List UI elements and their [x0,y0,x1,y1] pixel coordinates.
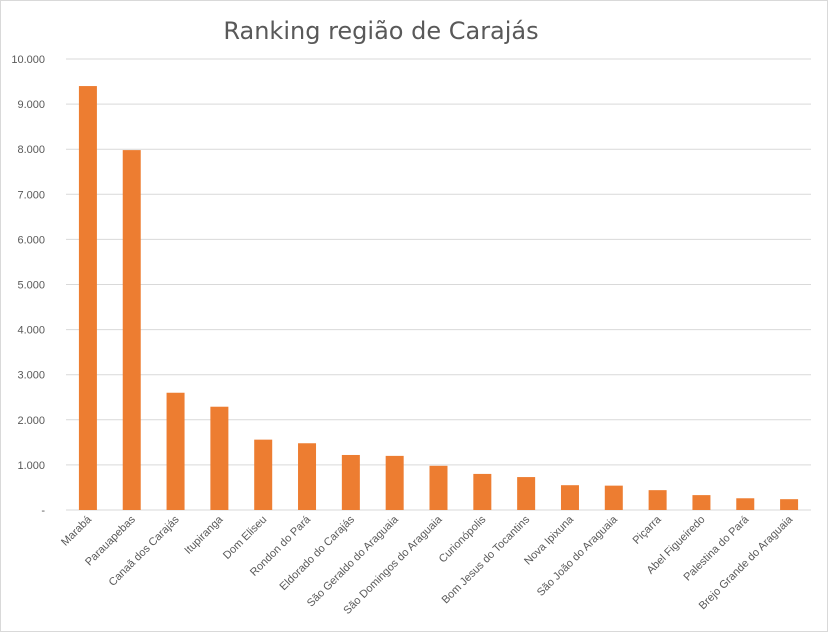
x-tick-label: Dom Eliseu [221,514,269,562]
x-tick-label: Eldorado do Carajás [278,513,358,593]
bar [780,499,799,510]
x-tick-label: Piçarra [631,513,665,547]
bar [254,439,273,510]
bar [604,485,623,510]
bar [210,406,229,510]
bar [473,473,492,510]
bar [648,490,667,510]
bar [560,485,579,510]
y-tick-label: 10.000 [11,54,45,66]
bar [78,86,97,510]
bar [736,498,755,510]
y-axis: - 1.000 2.000 3.000 4.000 5.000 6.000 7.000 8.00… [11,54,45,517]
bar [341,454,360,510]
chart-title: Ranking região de Carajás [223,17,539,45]
bar [385,455,404,510]
x-tick-label: Itupiranga [182,513,226,557]
x-tick-label: São João do Araguaia [535,513,621,599]
y-tick-label: 9.000 [17,99,45,111]
bar [692,495,711,510]
x-tick-label: Bom Jesus do Tocantins [440,513,533,606]
bar [429,465,448,510]
y-tick-label: 8.000 [17,144,45,156]
bar [122,150,141,511]
y-tick-label: 2.000 [17,415,45,427]
y-tick-label: 4.000 [17,325,45,337]
x-tick-label: São Geraldo do Araguaia [305,513,401,609]
x-tick-label: Marabá [59,513,94,548]
bar [517,477,536,510]
y-tick-label: - [41,505,45,517]
y-tick-label: 5.000 [17,280,45,292]
x-tick-label: Brejo Grande do Araguaia [697,513,796,612]
y-tick-label: 1.000 [17,460,45,472]
y-tick-label: 6.000 [17,234,45,246]
gridlines [66,58,811,511]
y-tick-label: 3.000 [17,370,45,382]
bar [298,443,317,510]
bar [166,392,185,510]
y-tick-label: 7.000 [17,189,45,201]
bars [78,86,799,511]
